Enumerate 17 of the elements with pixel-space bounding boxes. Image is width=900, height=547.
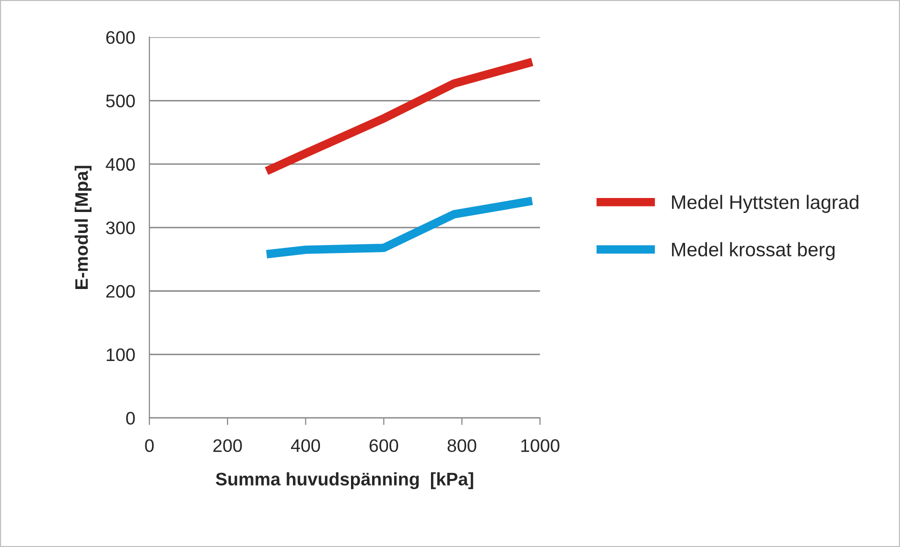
legend-label: Medel krossat berg <box>672 242 835 260</box>
y-tick-label: 0 <box>126 412 135 425</box>
x-tick-label: 200 <box>213 439 242 452</box>
x-tick-label: 400 <box>290 439 320 452</box>
y-tick-label: 400 <box>106 158 135 171</box>
x-tick-label: 0 <box>145 439 154 452</box>
x-tick-label: 600 <box>370 439 398 452</box>
y-tick-label: 300 <box>106 221 135 234</box>
y-tick-label: 200 <box>106 284 135 298</box>
x-tick-label: 800 <box>448 439 476 452</box>
legend-label: Medel Hyttsten lagrad <box>672 194 858 213</box>
y-tick-label: 100 <box>106 348 135 362</box>
y-axis-title: E-modul [Mpa] <box>74 166 92 290</box>
y-tick-label: 600 <box>106 31 135 44</box>
x-tick-label: 1000 <box>521 439 560 452</box>
y-tick-label: 500 <box>106 94 135 108</box>
x-axis-title: Summa huvudspänning [kPa] <box>216 472 474 490</box>
